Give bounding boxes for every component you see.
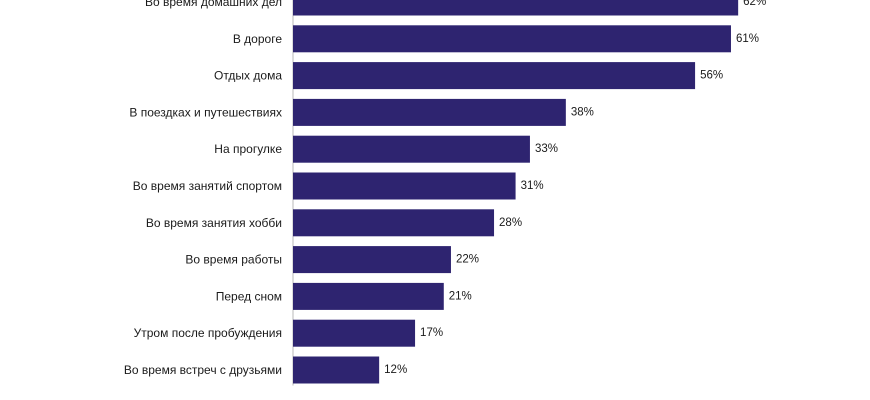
value-label: 21% bbox=[449, 290, 472, 302]
bar bbox=[293, 209, 495, 237]
category-label: Во время занятия хобби bbox=[146, 216, 282, 230]
bar bbox=[293, 282, 444, 310]
bar bbox=[293, 135, 530, 163]
value-label: 12% bbox=[384, 364, 407, 376]
bar-row: Во время занятий спортом 31% bbox=[133, 172, 544, 200]
category-label: В поездках и путешествиях bbox=[129, 105, 282, 119]
value-label: 31% bbox=[521, 180, 544, 192]
value-label: 28% bbox=[499, 217, 522, 229]
value-label: 56% bbox=[700, 70, 723, 82]
bar-row: В поездках и путешествиях 38% bbox=[129, 98, 594, 126]
category-label: Во время домашних дел bbox=[145, 0, 282, 9]
bar bbox=[293, 319, 416, 347]
value-label: 22% bbox=[456, 254, 479, 266]
category-label: В дороге bbox=[233, 32, 282, 46]
category-label: Утром после пробуждения bbox=[134, 326, 282, 340]
bar-row: Во время занятия хобби 28% bbox=[146, 209, 522, 237]
bar bbox=[293, 0, 739, 16]
bar bbox=[293, 62, 696, 90]
value-label: 33% bbox=[535, 143, 558, 155]
bar bbox=[293, 246, 451, 274]
bar-row: Отдых дома 56% bbox=[214, 62, 723, 90]
bar bbox=[293, 356, 380, 384]
bar bbox=[293, 172, 516, 200]
bar-row: Во время работы 22% bbox=[185, 246, 479, 274]
bar-row: Утром после пробуждения 17% bbox=[134, 319, 443, 347]
bar bbox=[293, 98, 566, 126]
bar-row: В дороге 61% bbox=[233, 25, 759, 53]
value-label: 38% bbox=[571, 106, 594, 118]
bar-row: Во время домашних дел 62% bbox=[145, 0, 766, 16]
bar-row: Во время встреч с друзьями 12% bbox=[124, 356, 407, 384]
value-label: 62% bbox=[743, 0, 766, 8]
bar-row: На прогулке 33% bbox=[214, 135, 558, 163]
bars-group: Во время домашних дел 62% В дороге 61% Отдых… bbox=[124, 0, 766, 384]
category-label: Во время занятий спортом bbox=[133, 179, 282, 193]
category-label: Перед сном bbox=[216, 289, 282, 303]
category-label: Во время работы bbox=[185, 253, 282, 267]
category-label: Во время встреч с друзьями bbox=[124, 363, 282, 377]
value-label: 61% bbox=[736, 33, 759, 45]
bar bbox=[293, 25, 731, 53]
category-label: Отдых дома bbox=[214, 69, 282, 83]
bar-row: Перед сном 21% bbox=[216, 282, 472, 310]
value-label: 17% bbox=[420, 327, 443, 339]
category-label: На прогулке bbox=[214, 142, 282, 156]
